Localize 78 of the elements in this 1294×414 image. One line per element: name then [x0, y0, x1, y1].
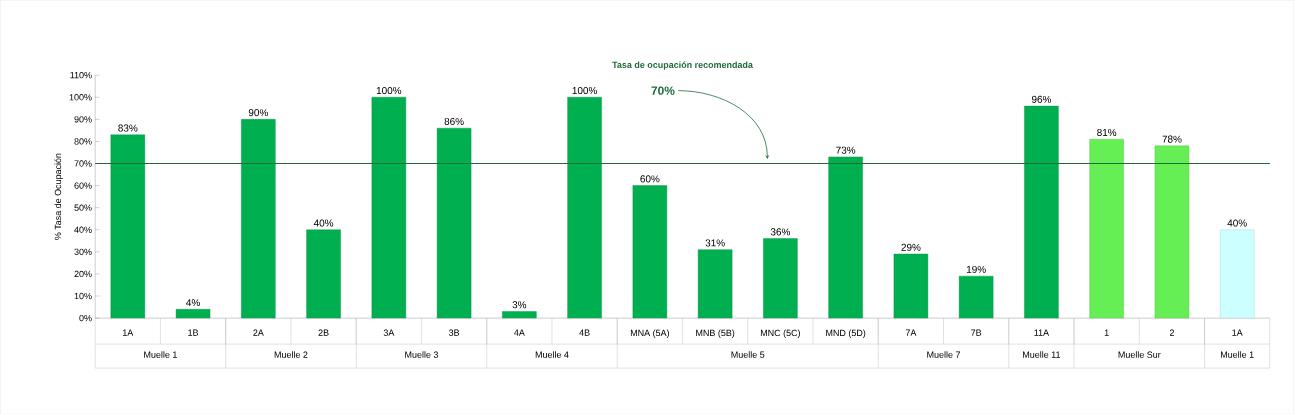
bar: [371, 96, 407, 319]
x-tick-label: 1: [1104, 329, 1109, 336]
bar: [502, 311, 537, 319]
data-label: 40%: [1227, 219, 1247, 227]
y-tick-label: 40%: [74, 226, 92, 233]
data-label: 96%: [1031, 95, 1052, 103]
y-tick-label: 50%: [74, 204, 92, 211]
bar: [175, 308, 211, 319]
bar: [1154, 145, 1190, 319]
data-label: 83%: [118, 124, 138, 132]
data-label: 81%: [1097, 128, 1117, 136]
bar: [763, 238, 798, 319]
bar: [306, 229, 341, 319]
y-tick-label: 80%: [74, 138, 92, 145]
bar: [958, 275, 994, 319]
x-tick-label: 3A: [383, 329, 395, 336]
data-label: 86%: [444, 117, 464, 125]
data-label: 73%: [836, 146, 856, 154]
bar: [110, 134, 145, 319]
data-label: 3%: [512, 301, 527, 309]
bar: [697, 249, 733, 319]
text: Muelle 1: [1220, 351, 1254, 358]
x-tick-label: 1B: [188, 329, 199, 336]
bar: [1024, 105, 1059, 319]
x-tick-label: 1A: [1232, 329, 1243, 336]
y-tick-label: 60%: [74, 182, 92, 189]
bar: [1219, 229, 1255, 319]
annotation: 70%: [651, 86, 675, 95]
data-label: 100%: [376, 86, 402, 94]
bar: [241, 119, 276, 319]
data-label: 100%: [572, 86, 597, 94]
bar: [436, 127, 472, 319]
data-label: 4%: [186, 298, 200, 306]
y-tick-label: 110%: [70, 71, 92, 79]
bar: [632, 185, 668, 319]
ref-line-label: Tasa de ocupación recomendada: [612, 61, 753, 70]
x-tick-label: MNA (5A): [630, 329, 669, 338]
y-tick-label: 0%: [79, 314, 92, 322]
data-label: 36%: [770, 228, 790, 236]
x-tick-label: 1A: [123, 329, 134, 336]
x-tick-label: 2A: [253, 329, 264, 336]
data-label: 19%: [966, 265, 986, 273]
x-tick-label: 2B: [318, 329, 329, 336]
data-label: 40%: [313, 219, 334, 227]
y-tick-label: 70%: [74, 160, 92, 167]
text: Muelle 1: [144, 351, 177, 358]
x-tick-label: 7A: [905, 329, 917, 336]
x-tick-label: MND (5D): [826, 329, 866, 338]
x-tick-label: 4A: [514, 329, 525, 336]
data-label: 90%: [248, 108, 268, 117]
text: Muelle 2: [274, 351, 308, 358]
x-tick-label: 4B: [579, 329, 590, 336]
y-axis-title: % Tasa de Ocupación: [54, 153, 63, 240]
text: Muelle 3: [405, 351, 438, 358]
y-tick-label: 10%: [74, 292, 92, 300]
x-tick-label: 7B: [971, 329, 982, 336]
data-label: 60%: [640, 175, 660, 183]
bar: [828, 156, 863, 319]
x-tick-label: MNC (5C): [760, 329, 800, 338]
bar: [893, 253, 929, 319]
text: Muelle 7: [927, 351, 960, 358]
y-tick-label: 100%: [69, 93, 92, 101]
y-tick-label: 30%: [74, 248, 92, 255]
data-label: 78%: [1162, 135, 1182, 143]
bar: [1089, 138, 1124, 319]
x-tick-label: 3B: [448, 329, 460, 336]
text: Muelle 4: [535, 351, 569, 358]
x-tick-label: 2: [1169, 329, 1174, 336]
y-tick-label: 90%: [74, 116, 92, 123]
data-label: 29%: [901, 243, 921, 251]
bar: [567, 96, 602, 319]
text: Muelle 11: [1023, 351, 1061, 358]
text: Muelle Sur: [1118, 351, 1161, 358]
x-tick-label: 11A: [1034, 329, 1050, 336]
data-label: 31%: [705, 239, 725, 247]
y-tick-label: 20%: [74, 270, 92, 277]
x-tick-label: MNB (5B): [696, 329, 735, 338]
text: Muelle 5: [731, 351, 765, 358]
